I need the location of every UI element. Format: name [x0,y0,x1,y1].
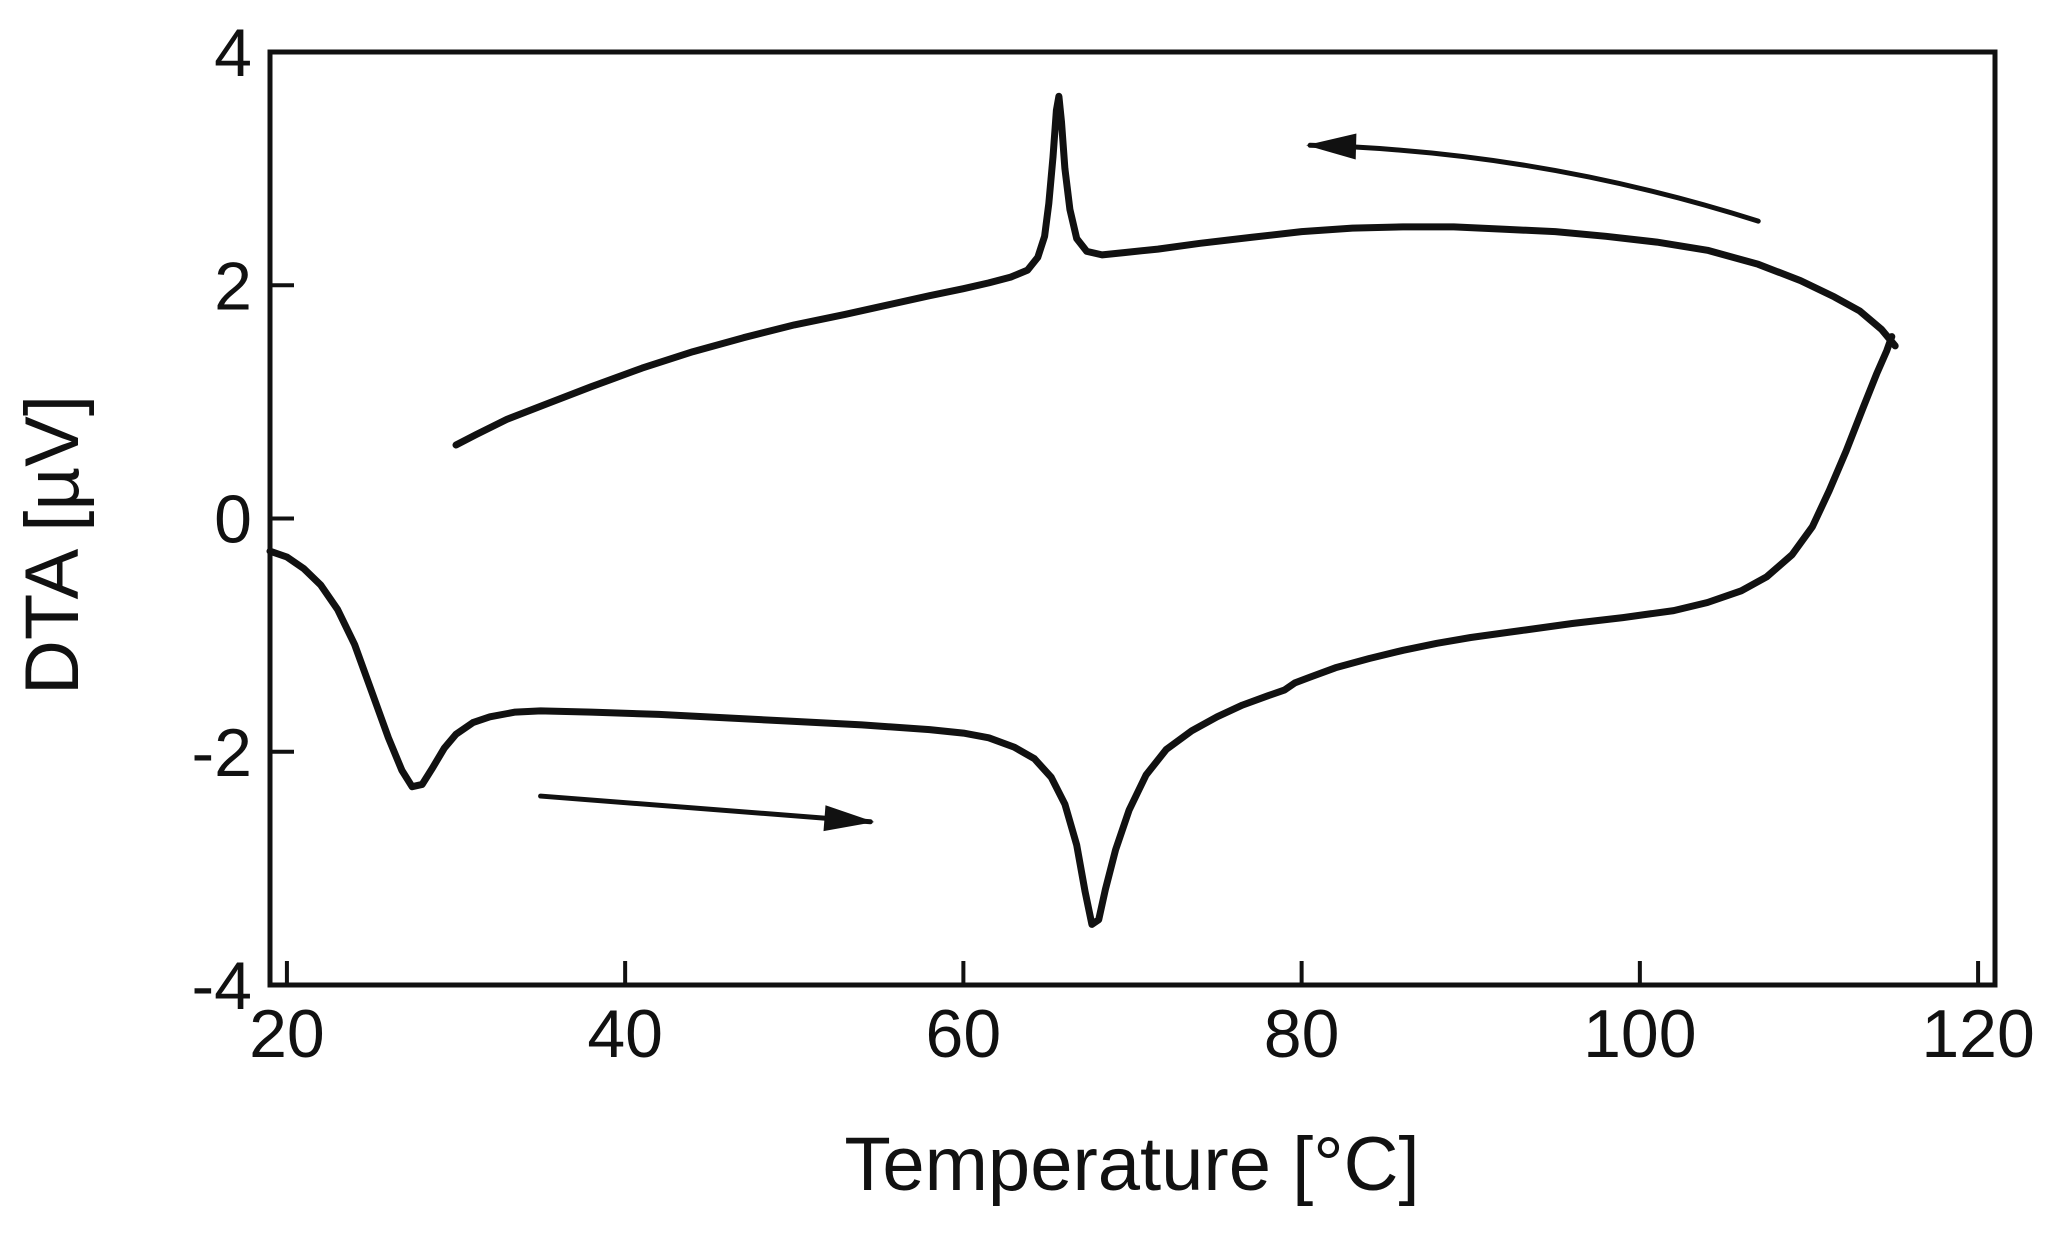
series-heating-curve [266,333,1896,928]
ticks-layer [270,50,1981,987]
series-cooling-curve [452,92,1899,449]
y-axis-label: DTA [µV] [10,395,95,695]
x-tick-label-100: 100 [1583,996,1696,1072]
x-axis-label: Temperature [°C] [844,1122,1419,1207]
y-tick-label--4: -4 [192,948,252,1024]
tick-labels-layer: 20 40 60 80 100 120 -4 -2 0 2 4 [192,15,2035,1072]
series-layer [266,92,1899,928]
x-tick-label-20: 20 [249,996,325,1072]
annotation-layer [538,133,1761,832]
heating-direction-arrow [538,793,875,832]
y-tick-label-4: 4 [214,15,252,91]
cooling-direction-arrow [1306,133,1761,224]
y-tick-label--2: -2 [192,715,252,791]
x-tick-label-120: 120 [1921,996,2034,1072]
cooling-direction-arrow-shaft [1307,142,1761,224]
heating-direction-arrow-shaft [538,793,873,825]
x-tick-label-40: 40 [587,996,663,1072]
y-tick-label-0: 0 [214,482,252,558]
y-tick-label-2: 2 [214,248,252,324]
frame-layer [267,49,1998,988]
x-tick-label-80: 80 [1264,996,1340,1072]
heating-direction-arrow-head [823,805,875,832]
x-tick-label-60: 60 [926,996,1002,1072]
cooling-direction-arrow-head [1306,133,1357,160]
plot-frame [267,49,1998,988]
